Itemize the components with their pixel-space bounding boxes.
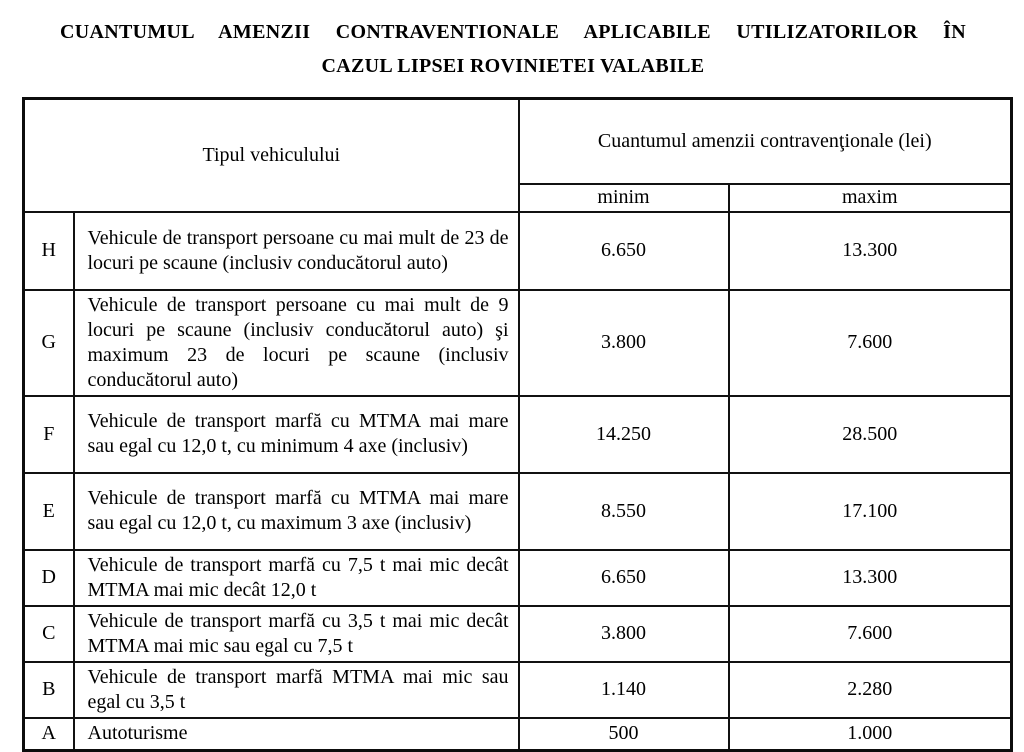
- fine-min-value: 500: [517, 716, 730, 752]
- table-row-b: B Vehicule de transport marfă MTMA mai m…: [22, 660, 1013, 719]
- fine-min-value: 6.650: [517, 210, 730, 291]
- table-row-c: C Vehicule de transport marfă cu 3,5 t m…: [22, 604, 1013, 663]
- vehicle-class-code: G: [22, 288, 75, 397]
- vehicle-description: Vehicule de transport marfă cu 3,5 t mai…: [72, 604, 520, 663]
- table-subheader-row: minim maxim: [24, 182, 1013, 213]
- max-column-header: maxim: [727, 182, 1013, 213]
- vehicle-description: Vehicule de transport marfă cu MTMA mai …: [72, 471, 520, 551]
- fines-table: Tipul vehiculului Cuantumul amenzii cont…: [22, 97, 1014, 752]
- fine-max-value: 7.600: [727, 288, 1013, 397]
- fine-max-value: 13.300: [727, 548, 1013, 607]
- table-row-d: D Vehicule de transport marfă cu 7,5 t m…: [22, 548, 1013, 607]
- fine-min-value: 3.800: [517, 288, 730, 397]
- table-row-h: H Vehicule de transport persoane cu mai …: [22, 210, 1013, 291]
- fine-max-value: 28.500: [727, 394, 1013, 474]
- vehicle-description: Vehicule de transport marfă cu 7,5 t mai…: [72, 548, 520, 607]
- vehicle-type-header: Tipul vehiculului: [22, 97, 520, 213]
- table-row-g: G Vehicule de transport persoane cu mai …: [22, 288, 1013, 397]
- document-title-line-1: CUANTUMUL AMENZII CONTRAVENTIONALE APLIC…: [60, 21, 966, 43]
- document-title-line-2: CAZUL LIPSEI ROVINIETEI VALABILE: [321, 55, 705, 77]
- fine-max-value: 13.300: [727, 210, 1013, 291]
- fine-min-value: 8.550: [517, 471, 730, 551]
- table-header-row: Tipul vehiculului Cuantumul amenzii cont…: [22, 97, 1013, 213]
- vehicle-class-code: H: [22, 210, 75, 291]
- vehicle-class-code: E: [22, 471, 75, 551]
- vehicle-class-code: C: [22, 604, 75, 663]
- vehicle-class-code: B: [22, 660, 75, 719]
- fine-max-value: 2.280: [727, 660, 1013, 719]
- fine-max-value: 17.100: [727, 471, 1013, 551]
- vehicle-description: Vehicule de transport marfă cu MTMA mai …: [72, 394, 520, 474]
- fine-min-value: 3.800: [517, 604, 730, 663]
- vehicle-description: Vehicule de transport marfă MTMA mai mic…: [72, 660, 520, 719]
- fine-min-value: 1.140: [517, 660, 730, 719]
- fine-max-value: 7.600: [727, 604, 1013, 663]
- fine-max-value: 1.000: [727, 716, 1013, 752]
- table-row-e: E Vehicule de transport marfă cu MTMA ma…: [22, 471, 1013, 551]
- fine-min-value: 14.250: [517, 394, 730, 474]
- vehicle-class-code: D: [22, 548, 75, 607]
- min-column-header: minim: [517, 182, 730, 213]
- vehicle-description: Vehicule de transport persoane cu mai mu…: [72, 288, 520, 397]
- fine-min-value: 6.650: [517, 548, 730, 607]
- table-row-a: A Autoturisme 500 1.000: [22, 716, 1013, 752]
- vehicle-description: Vehicule de transport persoane cu mai mu…: [72, 210, 520, 291]
- vehicle-description: Autoturisme: [72, 716, 520, 752]
- fine-amount-header: Cuantumul amenzii contravenţionale (lei): [517, 97, 1013, 185]
- document-title: CUANTUMUL AMENZII CONTRAVENTIONALE APLIC…: [60, 15, 966, 83]
- vehicle-class-code: A: [22, 716, 75, 752]
- table-row-f: F Vehicule de transport marfă cu MTMA ma…: [22, 394, 1013, 474]
- vehicle-class-code: F: [22, 394, 75, 474]
